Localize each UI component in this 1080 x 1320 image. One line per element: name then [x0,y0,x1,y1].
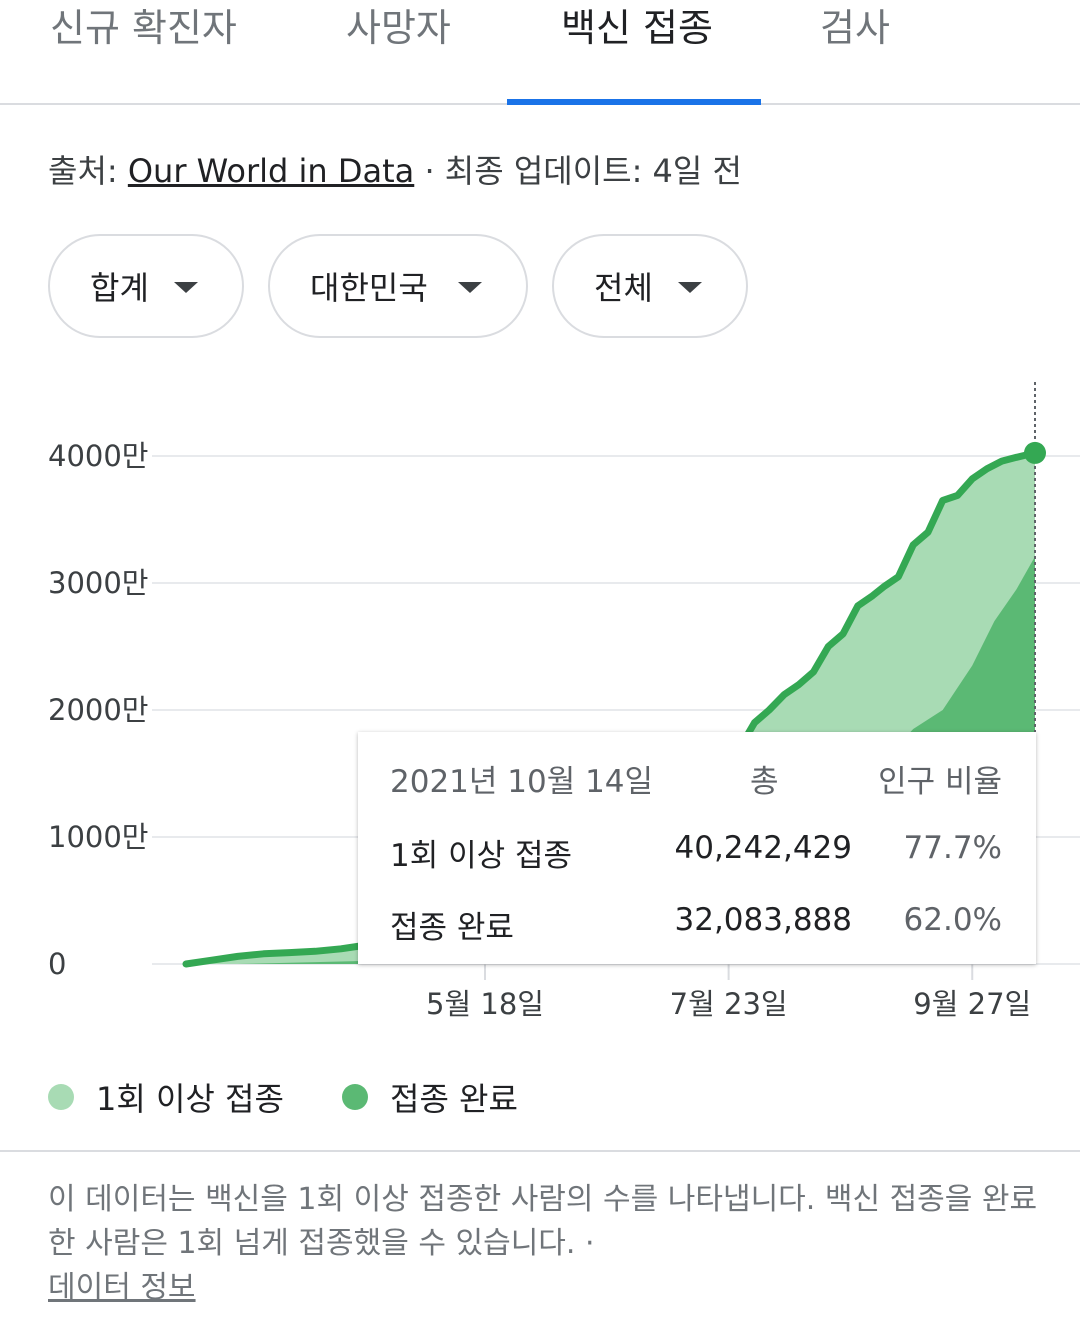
tooltip-row-ratio: 62.0% [903,902,1002,938]
region-dropdown-label: 대한민국 [310,269,428,307]
source-link[interactable]: Our World in Data [127,152,415,190]
tab-vaccination[interactable]: 백신 접종 [507,0,761,105]
legend-item-at-least-one[interactable]: 1회 이상 접종 [48,1074,284,1120]
last-updated: · 최종 업데이트: 4일 전 [414,152,742,190]
legend-label: 접종 완료 [390,1080,518,1118]
tooltip-row-label: 접종 완료 [390,910,514,946]
chart-marks [1024,382,1046,964]
source-line: 출처: Our World in Data · 최종 업데이트: 4일 전 [48,146,742,192]
tab-deaths[interactable]: 사망자 [346,6,451,50]
period-dropdown[interactable]: 전체 [552,234,748,338]
x-tick-label: 7월 23일 [670,987,788,1021]
metric-dropdown-label: 합계 [90,269,149,307]
divider [0,1150,1080,1152]
y-axis: 0 1000만 2000만 3000만 4000만 [48,439,148,981]
hover-point [1024,441,1046,464]
x-tick-label: 9월 27일 [913,987,1031,1021]
legend-dot-icon [342,1084,368,1110]
dropdown-arrow-icon [458,282,482,293]
data-info-link[interactable]: 데이터 정보 [48,1270,196,1305]
tooltip-row-ratio: 77.7% [903,830,1002,866]
x-tick-label: 5월 18일 [426,987,544,1021]
metric-dropdown[interactable]: 합계 [48,234,244,338]
y-tick-label: 3000만 [48,566,148,600]
y-tick-label: 4000만 [48,439,148,473]
x-axis: 5월 18일 7월 23일 9월 27일 [426,964,1031,1021]
tooltip-row-total: 32,083,888 [674,902,853,938]
tooltip-row-total: 40,242,429 [674,830,853,866]
tooltip-ratio-header: 인구 비율 [878,764,1002,800]
tooltip-date: 2021년 10월 14일 [390,764,654,800]
source-prefix: 출처: [48,152,128,190]
legend-item-fully-vaccinated[interactable]: 접종 완료 [342,1074,518,1120]
tooltip-total-header: 총 [750,764,779,800]
active-tab-indicator [507,99,761,105]
chart-tooltip: 2021년 10월 14일 총 인구 비율 1회 이상 접종 40,242,42… [358,732,1036,964]
dropdown-arrow-icon [174,282,198,293]
region-dropdown[interactable]: 대한민국 [268,234,528,338]
tab-bar: 신규 확진자 사망자 백신 접종 검사 [0,0,1080,105]
period-dropdown-label: 전체 [594,269,653,307]
tab-new-cases[interactable]: 신규 확진자 [50,6,237,50]
tooltip-row-label: 1회 이상 접종 [390,838,573,874]
y-tick-label: 2000만 [48,693,148,727]
y-tick-label: 0 [48,947,66,981]
legend-dot-icon [48,1084,74,1110]
tab-vaccination-label: 백신 접종 [561,6,713,50]
y-tick-label: 1000만 [48,820,148,854]
dropdown-arrow-icon [678,282,702,293]
footnote: 이 데이터는 백신을 1회 이상 접종한 사람의 수를 나타냅니다. 백신 접종… [48,1182,1038,1261]
legend-label: 1회 이상 접종 [96,1080,284,1118]
tab-tests[interactable]: 검사 [820,6,890,50]
